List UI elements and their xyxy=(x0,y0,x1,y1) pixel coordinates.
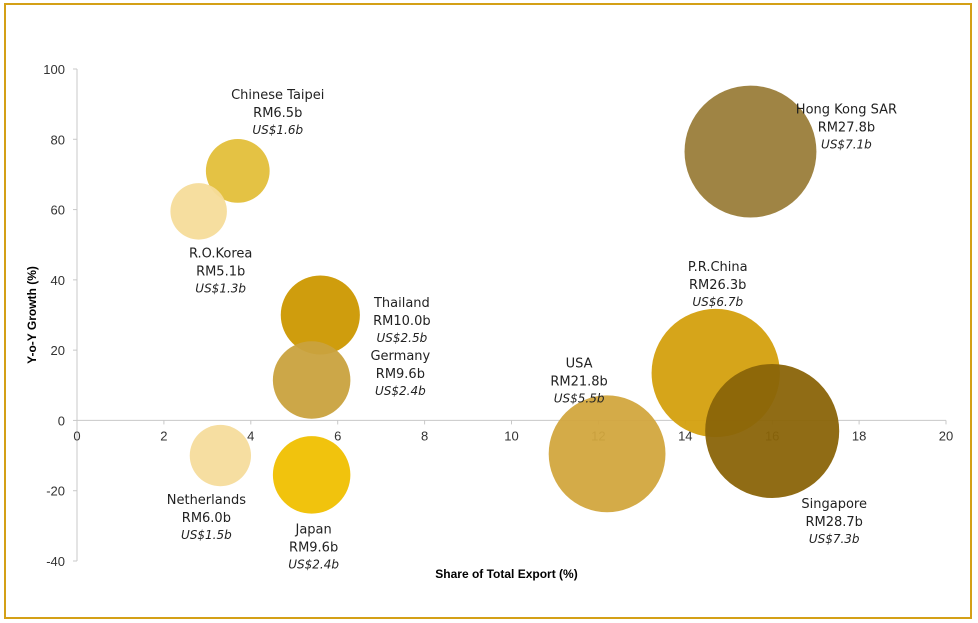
label-hong-kong-sar-rm: RM27.8b xyxy=(818,121,875,136)
label-thailand-name: Thailand xyxy=(373,296,430,311)
label-netherlands-rm: RM6.0b xyxy=(182,511,231,526)
label-r-o-korea-name: R.O.Korea xyxy=(189,247,252,262)
y-tick-label: 40 xyxy=(51,273,65,288)
label-germany-usd: US$2.4b xyxy=(375,384,426,398)
label-japan-usd: US$2.4b xyxy=(288,558,339,572)
label-hong-kong-sar-name: Hong Kong SAR xyxy=(796,103,897,118)
label-p-r-china-usd: US$6.7b xyxy=(692,295,743,309)
bubble-hong-kong-sar xyxy=(684,85,817,218)
x-axis-label: Share of Total Export (%) xyxy=(435,567,577,581)
bubble-chinese-taipei xyxy=(205,139,270,203)
x-tick-label: 18 xyxy=(852,428,866,443)
x-tick-label: 6 xyxy=(334,428,341,443)
chart-frame xyxy=(4,3,972,619)
label-netherlands-name: Netherlands xyxy=(167,493,246,508)
label-singapore-usd: US$7.3b xyxy=(809,532,860,546)
x-tick-label: 10 xyxy=(504,428,518,443)
y-tick-label: 0 xyxy=(58,413,65,428)
bubble-r-o-korea xyxy=(170,183,227,240)
label-japan-name: Japan xyxy=(294,523,331,538)
label-netherlands-usd: US$1.5b xyxy=(181,528,232,542)
bubble-singapore xyxy=(705,363,840,498)
y-axis-label: Y-o-Y Growth (%) xyxy=(25,266,39,364)
label-usa-rm: RM21.8b xyxy=(550,374,607,389)
label-p-r-china-name: P.R.China xyxy=(688,260,748,275)
label-usa-name: USA xyxy=(566,356,593,371)
label-hong-kong-sar-usd: US$7.1b xyxy=(821,138,872,152)
label-thailand-usd: US$2.5b xyxy=(376,331,427,345)
label-thailand-rm: RM10.0b xyxy=(373,314,430,329)
label-germany-rm: RM9.6b xyxy=(376,367,425,382)
bubble-japan xyxy=(272,436,351,514)
label-usa-usd: US$5.5b xyxy=(554,391,605,405)
bubble-thailand xyxy=(280,275,360,355)
x-tick-label: 14 xyxy=(678,428,692,443)
label-chinese-taipei-rm: RM6.5b xyxy=(253,106,302,121)
label-japan-rm: RM9.6b xyxy=(289,541,338,556)
x-tick-label: 2 xyxy=(160,428,167,443)
label-p-r-china-rm: RM26.3b xyxy=(689,278,746,293)
bubble-germany xyxy=(272,341,351,419)
bubbles xyxy=(170,85,840,514)
x-tick-label: 0 xyxy=(73,428,80,443)
x-tick-label: 20 xyxy=(939,428,953,443)
label-r-o-korea-usd: US$1.3b xyxy=(195,282,246,296)
label-germany-name: Germany xyxy=(370,349,430,364)
bubble-labels: Hong Kong SAR RM27.8b US$7.1b Chinese Taipe… xyxy=(167,88,897,572)
label-singapore-name: Singapore xyxy=(801,497,867,512)
x-tick-label: 4 xyxy=(247,428,254,443)
y-tick-label: 60 xyxy=(51,203,65,218)
y-tick-label: -20 xyxy=(46,484,65,499)
x-tick-label: 8 xyxy=(421,428,428,443)
bubble-netherlands xyxy=(189,424,252,487)
y-tick-label: 20 xyxy=(51,343,65,358)
label-singapore-rm: RM28.7b xyxy=(805,515,862,530)
label-chinese-taipei-name: Chinese Taipei xyxy=(231,88,324,103)
y-tick-label: 100 xyxy=(43,62,65,77)
bubble-usa xyxy=(548,395,666,513)
y-tick-label: 80 xyxy=(51,132,65,147)
label-r-o-korea-rm: RM5.1b xyxy=(196,265,245,280)
label-chinese-taipei-usd: US$1.6b xyxy=(252,123,303,137)
y-tick-label: -40 xyxy=(46,554,65,569)
